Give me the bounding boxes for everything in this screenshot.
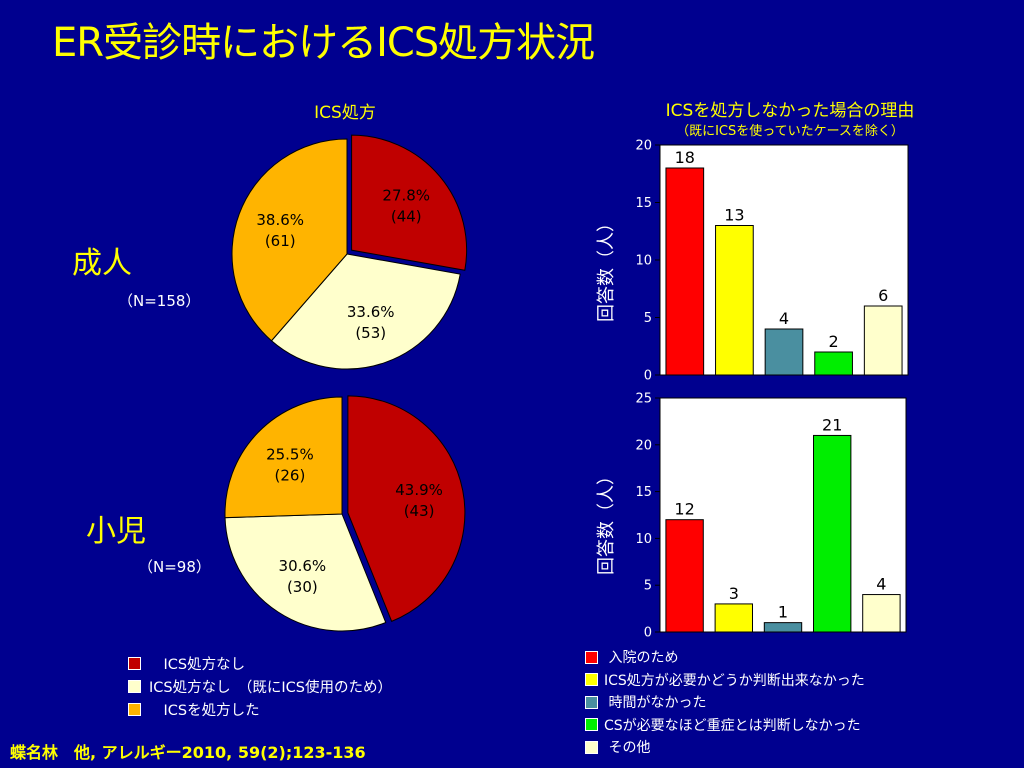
child-pie-count-label-2: (30) xyxy=(287,578,318,596)
pie-legend-label: ICS処方なし xyxy=(149,657,246,673)
bar-legend-label: CSが必要なほど重症とは判断しなかった xyxy=(604,717,861,734)
child-pie-percent-label-2: 30.6% xyxy=(279,557,327,575)
bar-legend: 入院のため ICS処方が必要かどうか判断出来なかった 時間がなかった CSが必要なほ… xyxy=(585,646,865,759)
adult-pie-slice-1 xyxy=(351,134,468,271)
pie-legend: ICS処方なし ICS処方なし （既にICS使用のため） ICSを処方した xyxy=(128,652,392,721)
child-pie-percent-label-1: 43.9% xyxy=(395,481,443,499)
bar-legend-item: CSが必要なほど重症とは判断しなかった xyxy=(585,714,865,737)
adult-pie-slice-2 xyxy=(270,253,461,370)
adult-bar-value-label-4: 2 xyxy=(829,332,839,351)
child-y-tick-label: 5 xyxy=(644,579,652,594)
child-y-tick-label: 25 xyxy=(635,392,652,407)
adult-sample-size: （N=158） xyxy=(118,292,201,310)
bar-chart-subheading: （既にICSを使っていたケースを除く） xyxy=(676,124,904,139)
bar-legend-label: 入院のため xyxy=(604,650,679,667)
adult-bar-value-label-3: 4 xyxy=(779,309,789,328)
adult-bar-y-axis-label: 回答数（人） xyxy=(596,214,617,322)
pie-legend-item: ICS処方なし （既にICS使用のため） xyxy=(128,675,392,698)
child-y-tick-label: 10 xyxy=(635,532,652,547)
adult-y-tick-label: 15 xyxy=(635,196,652,211)
adult-group-label: 成人 xyxy=(72,246,132,281)
child-bar-5 xyxy=(862,594,901,633)
child-bar-value-label-4: 21 xyxy=(822,415,842,434)
pie-chart-heading: ICS処方 xyxy=(314,103,376,123)
citation: 蝶名林 他, アレルギー2010, 59(2);123-136 xyxy=(10,743,366,762)
bar-legend-swatch xyxy=(585,718,598,732)
adult-bar-1 xyxy=(665,167,705,376)
child-bar-3 xyxy=(763,622,803,633)
child-group-label: 小児 xyxy=(86,514,146,549)
adult-pie-count-label-2: (53) xyxy=(355,324,386,342)
adult-bar-value-label-5: 6 xyxy=(878,286,888,305)
adult-bar-2 xyxy=(715,225,754,376)
adult-pie-chart: 27.8% (44) 33.6% (53) 38.6% (61) xyxy=(231,134,468,370)
child-pie-percent-label-3: 25.5% xyxy=(266,446,314,464)
pie-legend-item: ICSを処方した xyxy=(128,698,392,721)
adult-bar-chart: 0 5 10 15 20 18 13 4 2 6 xyxy=(635,139,909,384)
child-bar-value-label-5: 4 xyxy=(876,575,886,594)
bar-legend-label: その他 xyxy=(604,740,651,757)
bar-legend-swatch xyxy=(585,673,598,687)
bar-legend-swatch xyxy=(585,650,598,664)
child-pie-chart: 43.9% (43) 30.6% (30) 25.5% (26) xyxy=(224,395,466,632)
pie-legend-item: ICS処方なし xyxy=(128,652,392,675)
child-y-tick-label: 0 xyxy=(644,626,652,641)
bar-legend-item: 入院のため xyxy=(585,646,865,669)
adult-y-tick-label: 20 xyxy=(635,139,652,154)
pie-legend-swatch xyxy=(128,703,141,716)
child-pie-count-label-3: (26) xyxy=(275,467,306,485)
child-bar-value-label-3: 1 xyxy=(778,603,788,622)
adult-y-tick-label: 5 xyxy=(644,311,652,326)
adult-pie-percent-label-1: 27.8% xyxy=(382,186,430,204)
adult-pie-percent-label-2: 33.6% xyxy=(347,303,395,321)
child-y-tick-label: 20 xyxy=(635,438,652,453)
bar-legend-swatch xyxy=(585,740,598,754)
child-bar-chart: 0 5 10 15 20 25 12 3 1 21 4 xyxy=(635,392,907,641)
adult-pie-count-label-1: (44) xyxy=(391,207,422,225)
adult-y-tick-label: 10 xyxy=(635,254,652,269)
pie-legend-swatch xyxy=(128,657,141,670)
adult-pie-slice-3 xyxy=(231,138,348,342)
child-pie-slice-2 xyxy=(224,513,387,632)
adult-pie-count-label-3: (61) xyxy=(265,232,296,250)
child-bar-2 xyxy=(714,603,753,633)
child-pie-slice-1 xyxy=(347,395,466,623)
child-bar-value-label-2: 3 xyxy=(729,584,739,603)
bar-legend-swatch xyxy=(585,695,598,709)
child-bar-4 xyxy=(813,434,852,633)
adult-bar-value-label-1: 18 xyxy=(675,148,695,167)
child-bar-1 xyxy=(665,519,704,633)
bar-legend-label: 時間がなかった xyxy=(604,695,707,712)
bar-legend-label: ICS処方が必要かどうか判断出来なかった xyxy=(604,672,865,689)
adult-pie-percent-label-3: 38.6% xyxy=(256,211,304,229)
pie-legend-label: ICS処方なし （既にICS使用のため） xyxy=(149,680,392,696)
child-sample-size: （N=98） xyxy=(138,558,211,576)
child-bar-y-axis-label: 回答数（人） xyxy=(596,467,617,575)
adult-y-tick-label: 0 xyxy=(644,369,652,384)
child-pie-slice-3 xyxy=(224,396,343,519)
adult-bar-4 xyxy=(814,351,853,376)
adult-bar-5 xyxy=(863,305,903,376)
pie-legend-label: ICSを処方した xyxy=(149,703,260,719)
bar-legend-item: その他 xyxy=(585,736,865,759)
bar-legend-item: ICS処方が必要かどうか判断出来なかった xyxy=(585,669,865,692)
adult-bar-value-label-2: 13 xyxy=(724,206,744,225)
child-bar-value-label-1: 12 xyxy=(674,500,694,519)
slide-title: ER受診時におけるICS処方状況 xyxy=(52,20,595,66)
bar-chart-heading: ICSを処方しなかった場合の理由 xyxy=(665,101,915,121)
pie-legend-swatch xyxy=(128,680,141,693)
child-pie-count-label-1: (43) xyxy=(404,502,435,520)
adult-bar-3 xyxy=(764,328,804,376)
bar-legend-item: 時間がなかった xyxy=(585,691,865,714)
child-y-tick-label: 15 xyxy=(635,485,652,500)
